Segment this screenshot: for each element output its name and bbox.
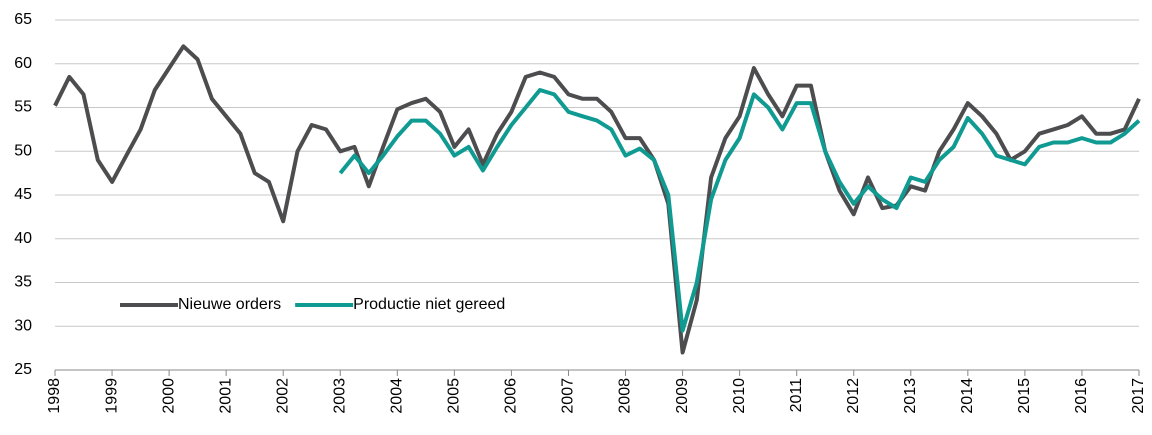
x-tick-label: 2011: [788, 378, 805, 413]
y-tick-label: 55: [14, 99, 32, 116]
x-tick-label: 2005: [446, 378, 463, 414]
x-tick-label: 2015: [1016, 378, 1033, 414]
x-tick-label: 2003: [331, 378, 348, 414]
series-line: [338, 88, 1141, 333]
y-tick-label: 60: [14, 55, 32, 72]
x-tick-label: 2004: [389, 378, 406, 414]
x-tick-label: 2017: [1130, 378, 1147, 414]
series-line: [53, 44, 1141, 355]
x-tick-label: 2010: [731, 378, 748, 414]
y-tick-label: 65: [14, 11, 32, 28]
y-tick-label: 30: [14, 317, 32, 334]
y-tick-label: 50: [14, 142, 32, 159]
x-tick-label: 2001: [217, 378, 234, 414]
x-tick-label: 2007: [560, 378, 577, 414]
legend-label: Productie niet gereed: [353, 296, 505, 313]
y-tick-label: 35: [14, 274, 32, 291]
y-tick-label: 40: [14, 230, 32, 247]
x-tick-label: 1999: [103, 378, 120, 414]
legend-label: Nieuwe orders: [178, 296, 281, 313]
x-tick-label: 2016: [1073, 378, 1090, 414]
x-tick-label: 2009: [674, 378, 691, 414]
y-tick-label: 45: [14, 186, 32, 203]
x-tick-label: 1998: [46, 378, 63, 414]
y-tick-label: 25: [14, 361, 32, 378]
x-tick-label: 2006: [503, 378, 520, 414]
x-tick-label: 2012: [845, 378, 862, 414]
x-tick-label: 2002: [274, 378, 291, 414]
x-tick-label: 2000: [160, 378, 177, 414]
x-tick-label: 2008: [617, 378, 634, 414]
x-tick-label: 2014: [959, 378, 976, 414]
x-tick-label: 2013: [902, 378, 919, 414]
